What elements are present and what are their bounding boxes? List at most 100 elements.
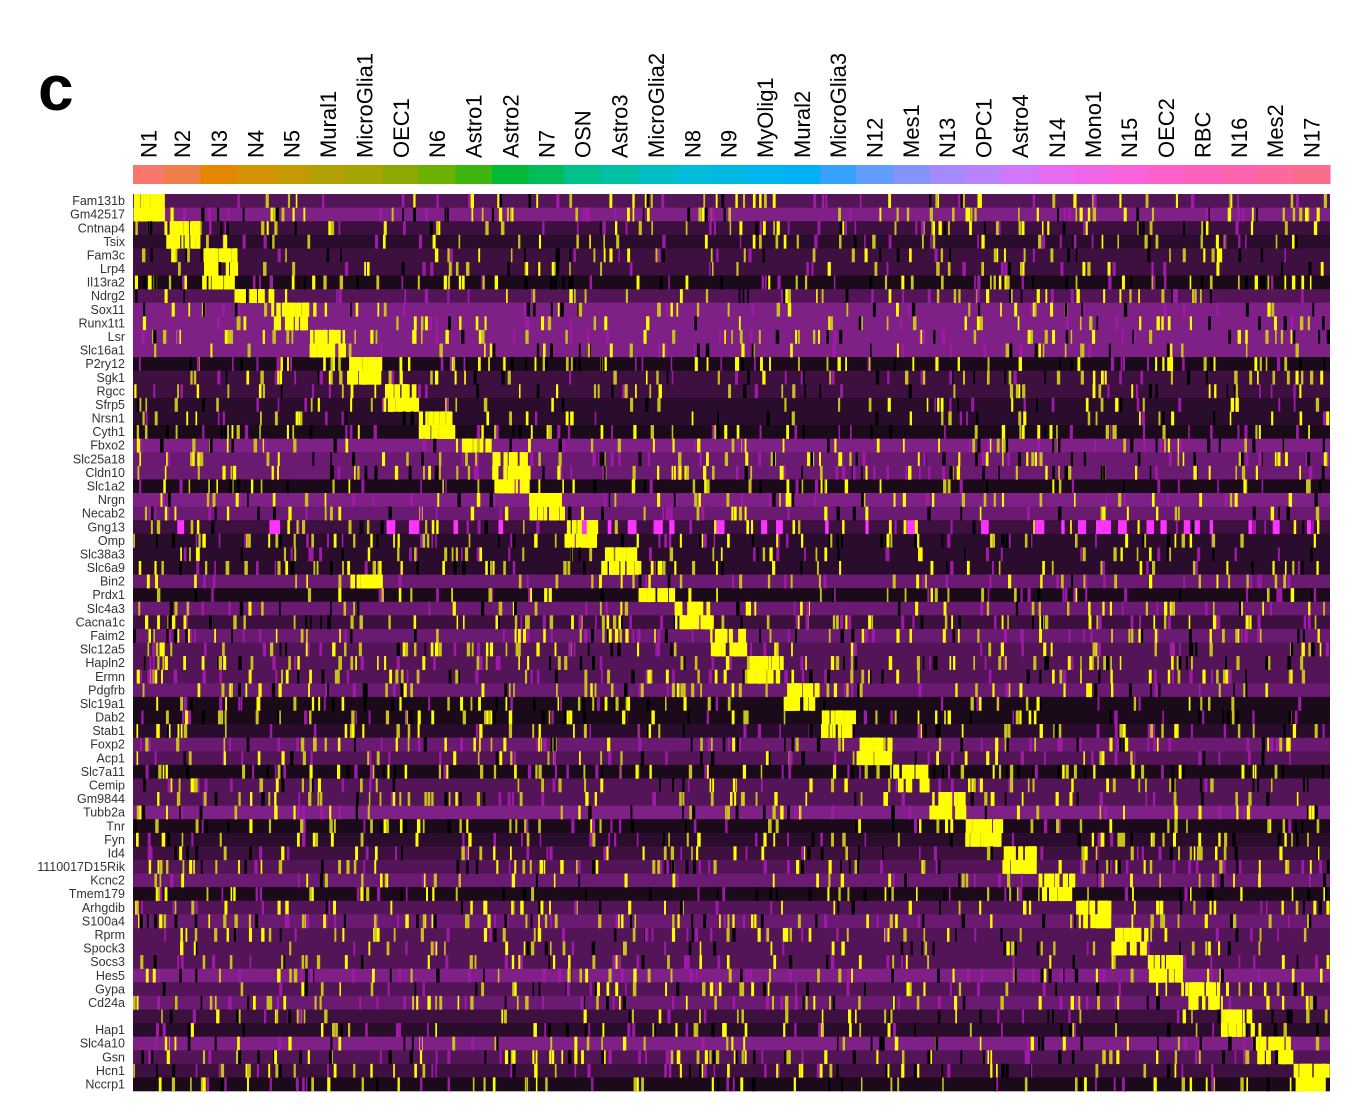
heatmap-cell bbox=[1005, 533, 1009, 548]
heatmap-cell bbox=[238, 859, 240, 874]
heatmap-cell bbox=[998, 275, 1002, 290]
heatmap-row bbox=[133, 724, 1330, 738]
cluster-bar-segment bbox=[929, 165, 966, 184]
heatmap-cell bbox=[1311, 805, 1315, 820]
heatmap-cell bbox=[246, 737, 250, 752]
heatmap-cell bbox=[214, 560, 216, 575]
heatmap-cell bbox=[142, 805, 146, 820]
heatmap-cell bbox=[1156, 601, 1159, 616]
heatmap-cell bbox=[404, 289, 407, 304]
heatmap-cell bbox=[341, 411, 344, 426]
heatmap-cell bbox=[202, 425, 205, 439]
heatmap-cell bbox=[177, 628, 180, 643]
heatmap-cell bbox=[183, 724, 188, 738]
heatmap-cell bbox=[394, 384, 397, 399]
heatmap-cell bbox=[804, 547, 806, 562]
heatmap-cell bbox=[1305, 452, 1308, 467]
heatmap-cell bbox=[592, 832, 596, 847]
heatmap-cell bbox=[401, 846, 403, 861]
heatmap-cell bbox=[240, 696, 243, 711]
heatmap-cell bbox=[782, 465, 786, 480]
heatmap-cell bbox=[1119, 194, 1122, 208]
heatmap-cell bbox=[380, 588, 384, 603]
heatmap-cell bbox=[388, 384, 392, 399]
heatmap-cell bbox=[450, 248, 453, 263]
heatmap-cell bbox=[836, 506, 840, 521]
heatmap-cell bbox=[833, 724, 836, 738]
heatmap-cell bbox=[1096, 724, 1100, 738]
cluster-bar-segment bbox=[418, 165, 456, 184]
heatmap-cell bbox=[820, 832, 823, 847]
heatmap-cell bbox=[394, 846, 397, 861]
heatmap-cell bbox=[526, 574, 529, 589]
heatmap-cell bbox=[879, 248, 882, 263]
heatmap-cell bbox=[594, 411, 597, 426]
heatmap-cell bbox=[862, 493, 866, 507]
heatmap-cell bbox=[916, 656, 921, 670]
heatmap-cell bbox=[1115, 859, 1118, 874]
heatmap-cell bbox=[674, 560, 677, 575]
heatmap-cell bbox=[190, 520, 194, 535]
heatmap-cell bbox=[888, 234, 892, 249]
heatmap-cell bbox=[281, 751, 285, 766]
heatmap-cell bbox=[755, 887, 759, 902]
heatmap-cell bbox=[967, 207, 971, 222]
heatmap-cell bbox=[672, 669, 675, 684]
heatmap-cell bbox=[973, 370, 976, 385]
heatmap-cell bbox=[572, 479, 575, 494]
heatmap-cell bbox=[1083, 574, 1086, 589]
heatmap-cell bbox=[825, 194, 828, 208]
heatmap-cell bbox=[784, 737, 786, 752]
heatmap-cell bbox=[733, 846, 737, 861]
heatmap-cell bbox=[194, 628, 196, 643]
heatmap-cell bbox=[814, 234, 818, 249]
heatmap-cell bbox=[561, 397, 565, 412]
heatmap-cell bbox=[1038, 601, 1041, 616]
heatmap-cell bbox=[350, 628, 353, 643]
heatmap-cell bbox=[686, 465, 689, 480]
heatmap-cell bbox=[1001, 615, 1004, 630]
heatmap-cell bbox=[1062, 669, 1067, 684]
heatmap-cell bbox=[886, 316, 889, 331]
heatmap-cell bbox=[888, 737, 892, 752]
heatmap-cell bbox=[592, 452, 596, 467]
heatmap-cell bbox=[935, 710, 938, 725]
heatmap-cell bbox=[331, 696, 335, 711]
heatmap-cell bbox=[557, 465, 561, 480]
heatmap-cell bbox=[1099, 792, 1103, 806]
heatmap-cell bbox=[1132, 329, 1136, 344]
heatmap-cell bbox=[1240, 533, 1244, 548]
cluster-bar-segment bbox=[674, 165, 711, 184]
heatmap-cell bbox=[1244, 628, 1248, 643]
heatmap-cell bbox=[1275, 737, 1279, 752]
heatmap-cell bbox=[1037, 438, 1041, 453]
heatmap-cell bbox=[277, 370, 280, 385]
heatmap-cell bbox=[194, 588, 198, 603]
heatmap-cell bbox=[1058, 357, 1061, 371]
heatmap-cell bbox=[263, 234, 267, 249]
cluster-bar-segment bbox=[601, 165, 639, 184]
heatmap-cell bbox=[442, 560, 445, 575]
heatmap-cell bbox=[1085, 588, 1088, 603]
heatmap-cell bbox=[636, 832, 639, 847]
heatmap-cell bbox=[1299, 384, 1302, 399]
heatmap-cell bbox=[1114, 724, 1118, 738]
heatmap-cell bbox=[506, 289, 508, 304]
heatmap-cell bbox=[1302, 520, 1305, 535]
heatmap-cell bbox=[853, 234, 857, 249]
heatmap-cell bbox=[1233, 384, 1236, 399]
heatmap-cell bbox=[548, 493, 554, 507]
heatmap-cell bbox=[226, 438, 229, 453]
heatmap-cell bbox=[1213, 411, 1216, 426]
heatmap-cell bbox=[901, 764, 906, 779]
heatmap-cell bbox=[481, 425, 484, 439]
heatmap-cell bbox=[1100, 751, 1103, 766]
heatmap-cell bbox=[818, 329, 821, 344]
heatmap-cell bbox=[1007, 615, 1009, 630]
heatmap-cell bbox=[635, 384, 637, 399]
heatmap-cell bbox=[661, 194, 665, 208]
heatmap-cell bbox=[302, 751, 306, 766]
heatmap-cell bbox=[1326, 329, 1330, 344]
heatmap-cell bbox=[499, 751, 503, 766]
cluster-labels: N1 N2 N3 N4 N5 Mural1 MicroGlia1 OEC1 N6 Astro1 As… bbox=[136, 53, 1324, 158]
